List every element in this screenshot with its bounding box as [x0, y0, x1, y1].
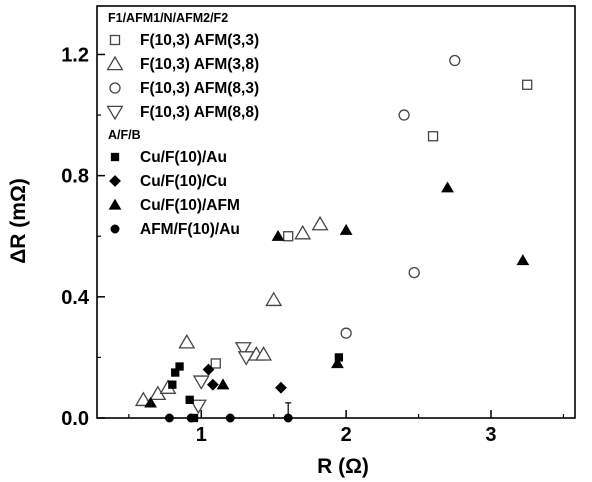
data-point [210, 358, 221, 369]
legend-marker [110, 152, 120, 162]
x-axis-label: R (Ω) [317, 455, 369, 478]
data-point [192, 375, 210, 390]
series-4 [168, 353, 344, 423]
series-2 [340, 54, 461, 339]
data-point [234, 342, 252, 357]
x-tick-label: 3 [485, 424, 496, 446]
legend-marker [106, 55, 124, 71]
legend-entry: F(10,3) AFM(3,8) [140, 56, 259, 73]
legend-entry: Cu/F(10)/Au [140, 149, 227, 166]
data-point [522, 79, 533, 90]
legend-marker [110, 224, 120, 234]
data-point [185, 395, 194, 404]
legend-marker [109, 82, 121, 94]
data-point [202, 363, 215, 376]
data-point [178, 333, 196, 349]
legend-entry: Cu/F(10)/Cu [140, 173, 227, 190]
legend-entry: F(10,3) AFM(8,3) [140, 80, 259, 97]
series-1 [134, 215, 329, 407]
x-tick-label: 1 [196, 424, 207, 446]
data-point [164, 413, 174, 423]
data-point [271, 229, 285, 241]
legend-entry: F(10,3) AFM(3,3) [140, 32, 259, 49]
y-tick-label: 1.2 [61, 44, 89, 66]
legend-entry: Cu/F(10)/AFM [140, 197, 240, 214]
legend-marker [109, 175, 121, 187]
legend-marker [108, 198, 122, 210]
y-tick-label: 0.0 [61, 408, 89, 430]
data-point [206, 378, 219, 391]
series-0 [210, 79, 533, 369]
data-point [189, 399, 207, 415]
data-point [408, 266, 420, 279]
data-point [255, 346, 273, 361]
data-point [294, 224, 312, 240]
error-bar [285, 402, 292, 418]
legend-group-title: A/F/B [108, 128, 141, 142]
data-point [216, 378, 230, 390]
y-tick-label: 0.8 [61, 166, 89, 188]
data-point [516, 254, 530, 266]
legend-entry: F(10,3) AFM(8,8) [140, 104, 259, 121]
data-point [265, 291, 283, 307]
data-point [449, 54, 461, 67]
legend-marker [109, 34, 121, 46]
data-point [427, 131, 439, 142]
series-5 [202, 363, 287, 394]
series-6 [144, 181, 530, 408]
x-tick-label: 2 [341, 424, 352, 446]
data-point [339, 223, 353, 235]
data-point [175, 362, 184, 371]
data-point [171, 368, 180, 377]
legend-entry: AFM/F(10)/Au [140, 221, 240, 238]
legend-marker [106, 105, 124, 121]
data-point [340, 327, 352, 339]
data-point [186, 413, 196, 423]
data-point [144, 396, 157, 408]
data-point [237, 351, 255, 366]
y-tick-label: 0.4 [61, 287, 90, 309]
data-point [283, 231, 294, 242]
legend-group-title: F1/AFM1/N/AFM2/F2 [108, 11, 228, 25]
data-point [441, 181, 454, 193]
data-point [311, 215, 329, 231]
data-point [134, 391, 152, 407]
data-point [398, 109, 410, 121]
data-point [275, 381, 287, 394]
y-axis-label: ΔR (mΩ) [7, 178, 30, 264]
series-3 [189, 342, 255, 415]
data-point [168, 380, 177, 389]
data-point [225, 413, 235, 423]
data-point [331, 357, 344, 369]
plot-area-frame [96, 5, 576, 419]
